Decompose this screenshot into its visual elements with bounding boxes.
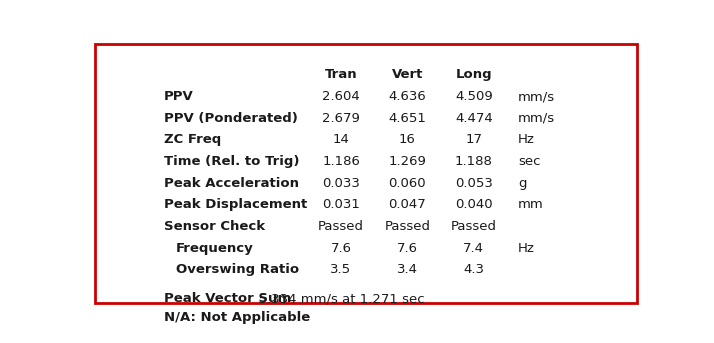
Text: 1.188: 1.188 xyxy=(455,155,493,168)
Text: 7.6: 7.6 xyxy=(331,242,351,255)
Text: Tran: Tran xyxy=(325,68,357,81)
Text: 4.509: 4.509 xyxy=(455,90,493,103)
Text: 14: 14 xyxy=(333,133,349,146)
Text: 0.040: 0.040 xyxy=(455,198,493,211)
Text: 0.033: 0.033 xyxy=(322,177,360,190)
Text: Peak Displacement: Peak Displacement xyxy=(164,198,307,211)
Text: Hz: Hz xyxy=(518,133,535,146)
Text: 7.4: 7.4 xyxy=(463,242,484,255)
Text: 0.031: 0.031 xyxy=(322,198,360,211)
Text: 0.053: 0.053 xyxy=(455,177,493,190)
Text: PPV: PPV xyxy=(164,90,193,103)
Text: 16: 16 xyxy=(399,133,416,146)
Text: sec: sec xyxy=(518,155,540,168)
Text: 4.3: 4.3 xyxy=(463,263,484,276)
Text: Sensor Check: Sensor Check xyxy=(164,220,265,233)
Text: Passed: Passed xyxy=(384,220,431,233)
Text: 2.679: 2.679 xyxy=(322,112,360,125)
Text: Passed: Passed xyxy=(318,220,364,233)
Text: Peak Vector Sum: Peak Vector Sum xyxy=(164,293,291,305)
Text: N/A: Not Applicable: N/A: Not Applicable xyxy=(164,311,310,324)
Text: mm/s: mm/s xyxy=(518,90,555,103)
Text: Overswing Ratio: Overswing Ratio xyxy=(176,263,299,276)
Text: g: g xyxy=(518,177,527,190)
Text: Frequency: Frequency xyxy=(176,242,254,255)
Text: 0.060: 0.060 xyxy=(388,177,426,190)
Text: 4.474: 4.474 xyxy=(455,112,493,125)
Text: 4.651: 4.651 xyxy=(388,112,426,125)
Text: ZC Freq: ZC Freq xyxy=(164,133,221,146)
Text: Peak Acceleration: Peak Acceleration xyxy=(164,177,299,190)
Text: Passed: Passed xyxy=(451,220,497,233)
Text: 2.604: 2.604 xyxy=(322,90,360,103)
Text: Vert: Vert xyxy=(392,68,423,81)
Text: PPV (Ponderated): PPV (Ponderated) xyxy=(164,112,298,125)
Text: 4.636: 4.636 xyxy=(388,90,426,103)
Text: 3.5: 3.5 xyxy=(331,263,351,276)
Text: 17: 17 xyxy=(466,133,483,146)
Text: 5.334 mm/s at 1.271 sec: 5.334 mm/s at 1.271 sec xyxy=(250,293,424,305)
Text: 3.4: 3.4 xyxy=(397,263,418,276)
Text: 7.6: 7.6 xyxy=(397,242,418,255)
Text: Hz: Hz xyxy=(518,242,535,255)
Text: Time (Rel. to Trig): Time (Rel. to Trig) xyxy=(164,155,299,168)
Text: 1.269: 1.269 xyxy=(388,155,426,168)
Text: 0.047: 0.047 xyxy=(388,198,426,211)
FancyBboxPatch shape xyxy=(95,44,637,303)
Text: mm/s: mm/s xyxy=(518,112,555,125)
Text: 1.186: 1.186 xyxy=(322,155,360,168)
Text: mm: mm xyxy=(518,198,544,211)
Text: Long: Long xyxy=(456,68,492,81)
